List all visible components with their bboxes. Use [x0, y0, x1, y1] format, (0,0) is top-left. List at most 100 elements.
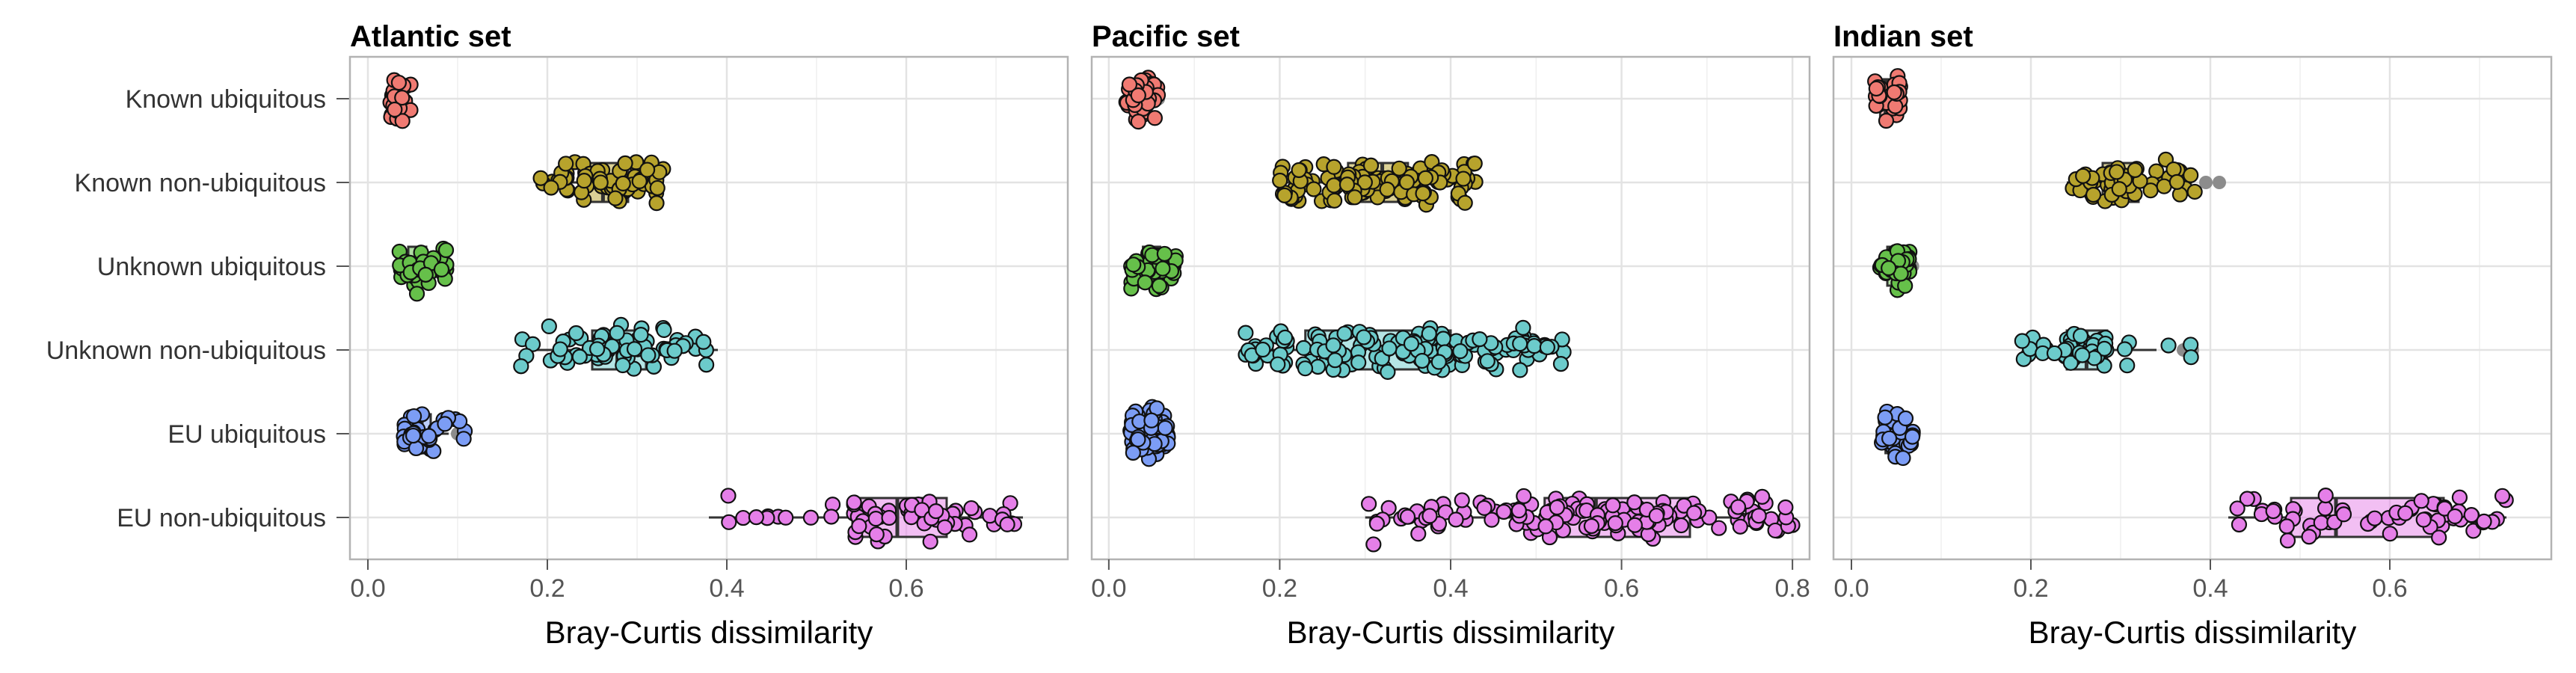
data-point: [2046, 345, 2063, 362]
data-point: [1272, 172, 1288, 189]
boxplot-1: [382, 72, 419, 129]
data-point: [778, 509, 794, 526]
panel-background: [350, 57, 1068, 559]
data-point: [1398, 174, 1415, 191]
jitter-points: [1872, 243, 1918, 298]
data-point: [1673, 517, 1689, 534]
data-point: [1421, 325, 1437, 342]
x-tick-label: 0.8: [1775, 574, 1810, 603]
jitter-points: [513, 316, 715, 377]
jitter-points: [391, 240, 455, 302]
data-point: [735, 509, 751, 526]
data-point: [390, 74, 408, 91]
data-point: [2085, 186, 2102, 203]
data-point: [433, 261, 450, 277]
data-point: [748, 509, 764, 526]
data-point: [846, 494, 862, 511]
data-point: [1732, 518, 1748, 535]
data-point: [823, 508, 840, 525]
data-point: [1648, 508, 1664, 524]
data-point: [1466, 156, 1483, 172]
x-tick-label: 0.0: [1833, 574, 1869, 603]
boxplot-6: [1361, 488, 1801, 553]
data-point: [405, 408, 422, 425]
x-tick-label: 0.4: [709, 574, 744, 603]
data-point: [1356, 174, 1373, 191]
data-point: [1878, 112, 1895, 129]
data-point: [2278, 518, 2295, 535]
data-point: [1270, 356, 1286, 372]
data-point: [417, 266, 434, 283]
boxplot-2: [2065, 151, 2226, 209]
x-axis-label: Bray-Curtis dissimilarity: [1287, 615, 1615, 650]
data-point: [695, 334, 712, 350]
jitter-points: [1122, 399, 1176, 467]
data-point: [2317, 487, 2334, 504]
data-point: [1347, 189, 1363, 206]
jitter-points: [1118, 70, 1166, 130]
data-point: [2335, 506, 2352, 523]
data-point: [576, 173, 592, 189]
data-point: [2183, 167, 2199, 183]
data-point: [1379, 181, 1395, 197]
data-point: [698, 357, 715, 373]
data-point: [2111, 181, 2127, 197]
data-point: [2382, 526, 2398, 542]
data-point: [2072, 328, 2089, 344]
data-point: [1297, 360, 1314, 377]
jitter-points: [1874, 403, 1921, 467]
jitter-points: [1123, 244, 1184, 298]
boxplot-6: [709, 488, 1023, 550]
data-point: [2014, 333, 2030, 349]
x-tick-label: 0.6: [1604, 574, 1639, 603]
x-tick-label: 0.2: [529, 574, 565, 603]
boxplot-2: [1272, 154, 1484, 213]
boxplot-5: [396, 406, 473, 459]
boxplot-1: [1867, 68, 1908, 129]
data-point: [1552, 356, 1570, 372]
data-point: [851, 517, 867, 535]
data-point: [1711, 520, 1727, 536]
data-point: [1868, 80, 1884, 97]
data-point: [1326, 159, 1342, 175]
data-point: [1125, 256, 1142, 273]
data-point: [552, 341, 568, 357]
data-point: [2160, 337, 2177, 354]
data-point: [2367, 510, 2383, 526]
data-point: [541, 318, 557, 334]
data-point: [589, 341, 606, 357]
boxplot-6: [2228, 487, 2514, 549]
data-point: [1291, 162, 1307, 179]
data-point: [1516, 488, 1532, 505]
data-point: [1777, 499, 1794, 516]
data-point: [1539, 339, 1555, 356]
jitter-points: [532, 154, 671, 212]
data-point: [1295, 339, 1312, 357]
panel-border: [1832, 55, 2553, 561]
data-point: [2494, 488, 2511, 504]
data-point: [1276, 329, 1294, 345]
data-point: [2096, 340, 2112, 357]
data-point: [1130, 114, 1146, 130]
data-point: [2075, 168, 2091, 184]
data-point: [1686, 505, 1703, 521]
data-point: [721, 514, 737, 530]
data-point: [633, 327, 649, 343]
data-point: [1151, 277, 1168, 294]
data-point: [1130, 431, 1146, 448]
data-point: [1448, 511, 1464, 528]
data-point: [2436, 500, 2453, 517]
data-point: [963, 500, 980, 517]
data-point: [1157, 420, 1173, 436]
data-point: [1414, 352, 1430, 369]
data-point: [394, 113, 411, 129]
data-point: [1380, 363, 1396, 381]
boxplot-4: [1238, 319, 1572, 381]
data-point: [1155, 260, 1171, 277]
data-point: [626, 341, 643, 357]
data-point: [1156, 245, 1172, 262]
panel-3: Indian set 0.0 0.2 0.4 0.6 Bray-Curtis dissim…: [1832, 20, 2553, 650]
y-tick-label-6: EU non-ubiquitous: [117, 504, 326, 532]
data-point: [1526, 338, 1543, 354]
data-point: [1327, 352, 1344, 369]
